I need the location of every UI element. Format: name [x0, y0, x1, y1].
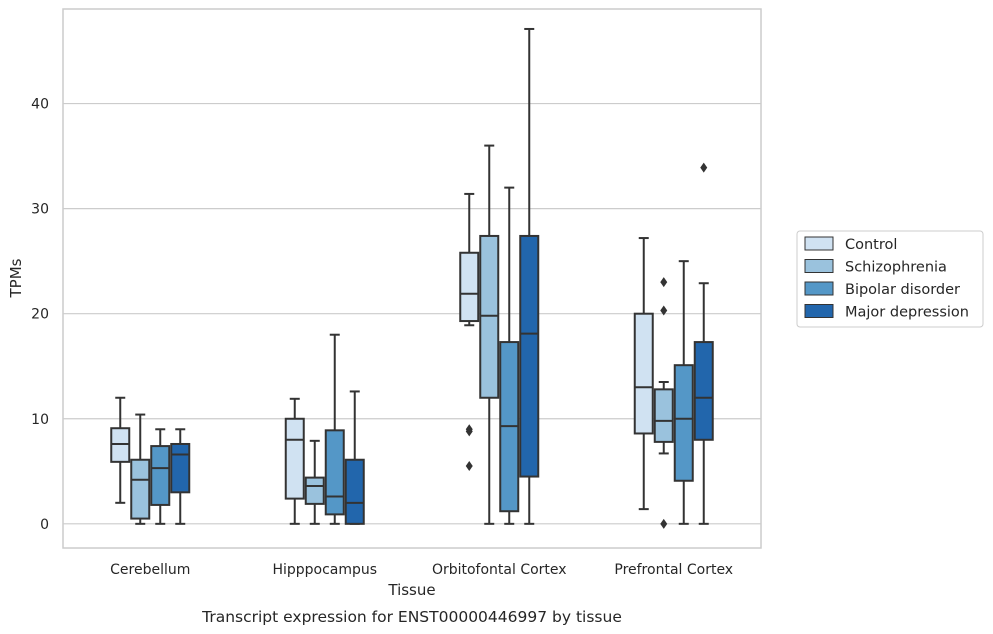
box-group — [170, 428, 191, 525]
box-body — [170, 442, 191, 494]
y-tick-label: 10 — [31, 412, 49, 428]
legend: Control Schizophrenia Bipolar disorder Majo… — [796, 230, 984, 328]
box-group — [693, 162, 714, 525]
x-axis-label: Tissue — [387, 581, 435, 599]
outlier-point — [465, 461, 473, 472]
box-group — [304, 439, 325, 525]
x-tick-label: Orbitofontal Cortex — [432, 562, 567, 578]
box-group — [110, 396, 131, 504]
box-body — [304, 476, 325, 505]
box-layer — [110, 27, 714, 529]
legend-label: Major depression — [845, 305, 969, 321]
box-body — [459, 251, 480, 323]
y-tick-label: 0 — [40, 517, 49, 533]
box-body — [673, 364, 694, 482]
box-body — [130, 458, 151, 520]
chart-caption: Transcript expression for ENST0000044699… — [201, 608, 622, 626]
x-tick-label: Cerebellum — [110, 562, 190, 578]
legend-label: Bipolar disorder — [845, 282, 960, 298]
box-body — [324, 429, 345, 516]
box-body — [479, 234, 500, 399]
x-tick-label: Prefrontal Cortex — [614, 562, 733, 578]
box-body — [519, 234, 540, 478]
y-tick-label: 20 — [31, 307, 49, 323]
legend-frame — [796, 230, 984, 328]
box-group — [653, 277, 674, 529]
x-tick-labels: Cerebellum Hipppocampus Orbitofontal Corte… — [110, 562, 733, 578]
box-group — [499, 186, 520, 525]
x-tick-label: Hipppocampus — [272, 562, 377, 578]
legend-items: Control Schizophrenia Bipolar disorder Majo… — [804, 236, 969, 321]
legend-swatch — [804, 236, 834, 251]
box-body — [110, 427, 131, 463]
outlier-point — [465, 426, 473, 437]
box-group — [324, 333, 345, 525]
legend-label: Control — [845, 237, 897, 253]
legend-swatch — [804, 281, 834, 296]
legend-swatch — [804, 259, 834, 273]
box-body — [653, 388, 674, 443]
outlier-point — [660, 518, 668, 529]
box-group — [344, 390, 365, 525]
box-body — [344, 458, 365, 525]
outlier-point — [660, 305, 668, 316]
box-body — [633, 312, 654, 435]
box-group — [633, 237, 654, 511]
box-group — [459, 192, 480, 472]
y-axis-label: TPMs — [7, 258, 25, 298]
outlier-point — [660, 277, 668, 288]
legend-label: Schizophrenia — [845, 260, 947, 276]
legend-swatch — [804, 304, 834, 318]
y-tick-label: 30 — [31, 202, 49, 218]
y-tick-labels: 0 10 20 30 40 — [31, 97, 49, 533]
box-group — [284, 397, 305, 525]
box-group — [519, 27, 540, 525]
box-group — [130, 413, 151, 525]
box-body — [150, 445, 171, 506]
box-group — [150, 428, 171, 525]
box-group — [479, 144, 500, 525]
outlier-point — [700, 162, 708, 173]
y-tick-label: 40 — [31, 97, 49, 113]
box-body — [693, 341, 714, 441]
box-group — [673, 260, 694, 525]
box-body — [284, 417, 305, 500]
